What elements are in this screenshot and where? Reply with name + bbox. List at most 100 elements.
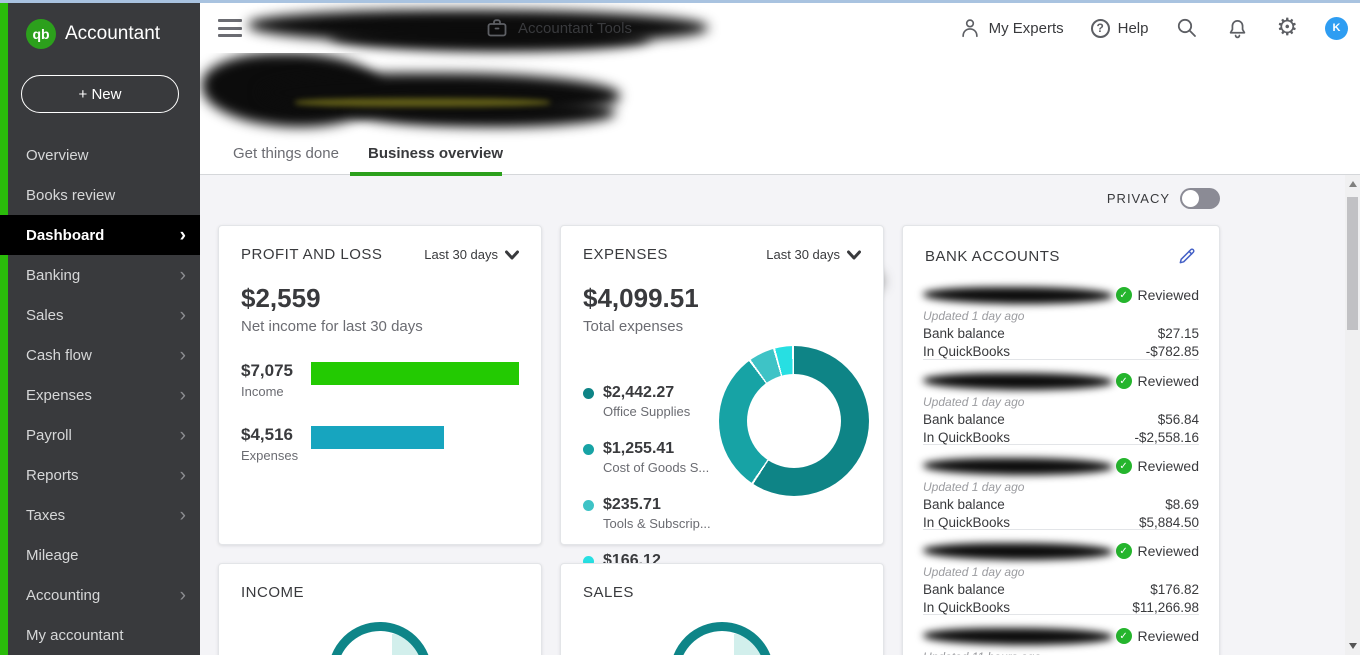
person-icon — [961, 19, 978, 38]
pnl-bar[interactable] — [311, 426, 444, 449]
pnl-period-dropdown[interactable]: Last 30 days — [424, 247, 519, 262]
expenses-card: EXPENSES Last 30 days $4,099.51 Total ex… — [560, 225, 884, 569]
check-icon: ✓ — [1115, 373, 1132, 389]
user-avatar[interactable]: K — [1325, 16, 1348, 40]
sidebar-item-overview[interactable]: Overview › — [0, 135, 200, 175]
scroll-down-arrow-icon[interactable] — [1348, 643, 1357, 649]
in-quickbooks-value: -$782.85 — [1145, 344, 1199, 359]
chevron-right-icon: › — [179, 224, 186, 246]
bank-accounts-title: BANK ACCOUNTS — [925, 247, 1060, 265]
legend-dot-icon — [583, 500, 594, 511]
sales-card-title: SALES — [583, 584, 634, 601]
sidebar-item-label: Dashboard — [26, 226, 105, 244]
in-quickbooks-label: In QuickBooks — [923, 515, 1011, 530]
donut-hole — [747, 374, 841, 468]
sales-card: SALES — [560, 563, 884, 655]
sidebar-item-label: My accountant — [26, 626, 124, 644]
pnl-bar-label: Expenses — [241, 448, 299, 463]
reviewed-badge: ✓ Reviewed — [1115, 458, 1199, 474]
accountant-tools-button[interactable]: Accountant Tools — [485, 3, 632, 53]
check-icon: ✓ — [1115, 543, 1132, 559]
briefcase-icon — [487, 19, 507, 37]
bank-account-row[interactable]: ✓ Reviewed Updated 1 day ago Bank balanc… — [923, 359, 1199, 445]
sidebar-nav: Overview › Books review › Dashboard › Ba… — [0, 135, 200, 655]
account-updated-text: Updated 11 hours ago — [923, 650, 1199, 655]
sidebar-item-taxes[interactable]: Taxes › — [0, 495, 200, 535]
sidebar-item-cash-flow[interactable]: Cash flow › — [0, 335, 200, 375]
help-button[interactable]: ? Help — [1090, 18, 1148, 38]
check-icon: ✓ — [1115, 287, 1132, 303]
account-updated-text: Updated 1 day ago — [923, 395, 1025, 409]
expenses-donut-chart[interactable] — [719, 346, 869, 496]
pnl-bars: $7,075 Income $4,516 Expenses — [219, 335, 541, 463]
chevron-right-icon: › — [179, 384, 186, 406]
search-icon[interactable] — [1175, 16, 1199, 40]
bank-account-row[interactable]: ✓ Reviewed Updated 1 day ago Bank balanc… — [923, 444, 1199, 530]
privacy-label: PRIVACY — [1106, 191, 1170, 206]
sidebar-item-payroll[interactable]: Payroll › — [0, 415, 200, 455]
legend-value: $1,255.41 — [603, 440, 675, 457]
redacted-account-name — [923, 457, 1113, 475]
reviewed-label: Reviewed — [1137, 543, 1199, 559]
topbar: Accountant Tools My Experts ? Help ⚙ K — [200, 3, 1360, 53]
sidebar-item-label: Expenses — [26, 386, 92, 404]
app-logo[interactable]: qb Accountant — [0, 3, 200, 49]
chevron-right-icon: › — [179, 504, 186, 526]
bank-balance-label: Bank balance — [923, 412, 1005, 427]
brand-name: Accountant — [65, 23, 161, 44]
edit-pencil-icon[interactable] — [1177, 246, 1197, 266]
total-expenses-label: Total expenses — [583, 318, 684, 335]
reviewed-badge: ✓ Reviewed — [1115, 287, 1199, 303]
help-icon: ? — [1090, 18, 1110, 38]
tab-get-things-done[interactable]: Get things done — [233, 145, 339, 162]
bank-account-row[interactable]: ✓ Reviewed Updated 1 day ago Bank balanc… — [923, 529, 1199, 615]
reviewed-label: Reviewed — [1137, 287, 1199, 303]
expenses-card-title: EXPENSES — [583, 246, 668, 263]
sidebar-item-my-accountant[interactable]: My accountant › — [0, 615, 200, 655]
pnl-bar[interactable] — [311, 362, 519, 385]
sidebar-item-books-review[interactable]: Books review › — [0, 175, 200, 215]
new-button[interactable]: + New — [21, 75, 179, 113]
in-quickbooks-value: $5,884.50 — [1138, 515, 1199, 530]
my-experts-button[interactable]: My Experts — [959, 17, 1064, 39]
sidebar-item-label: Sales — [26, 306, 64, 324]
legend-value: $235.71 — [603, 496, 661, 513]
reviewed-label: Reviewed — [1137, 458, 1199, 474]
bank-balance-label: Bank balance — [923, 497, 1005, 512]
hamburger-menu-icon[interactable] — [218, 19, 242, 37]
sidebar-item-label: Taxes — [26, 506, 66, 524]
bank-balance-value: $8.69 — [1165, 497, 1199, 512]
gear-icon[interactable]: ⚙ — [1276, 14, 1298, 41]
sidebar-item-accounting[interactable]: Accounting › — [0, 575, 200, 615]
expense-legend-item: $1,255.41 Cost of Goods S... — [583, 440, 733, 475]
expenses-period-dropdown[interactable]: Last 30 days — [766, 247, 861, 262]
chevron-down-icon — [505, 250, 519, 259]
scrollbar-thumb[interactable] — [1347, 197, 1358, 330]
total-expenses-value: $4,099.51 — [583, 283, 699, 313]
income-card-title: INCOME — [241, 584, 304, 601]
bell-icon[interactable] — [1226, 17, 1249, 40]
tab-business-overview[interactable]: Business overview — [368, 145, 504, 162]
bank-account-row[interactable]: ✓ Reviewed Updated 1 day ago Bank balanc… — [923, 274, 1199, 359]
vertical-scrollbar[interactable] — [1345, 175, 1360, 655]
expense-legend-item: $2,442.27 Office Supplies — [583, 384, 733, 419]
sidebar-item-reports[interactable]: Reports › — [0, 455, 200, 495]
bank-account-row[interactable]: ✓ Reviewed Updated 11 hours ago Bank bal… — [923, 614, 1199, 655]
bank-account-list: ✓ Reviewed Updated 1 day ago Bank balanc… — [903, 266, 1219, 655]
sidebar-item-expenses[interactable]: Expenses › — [0, 375, 200, 415]
sidebar-item-sales[interactable]: Sales › — [0, 295, 200, 335]
donut-ring — [328, 622, 432, 655]
legend-label: Cost of Goods S... — [603, 460, 710, 475]
sidebar-item-dashboard[interactable]: Dashboard › — [0, 215, 200, 255]
sidebar-item-banking[interactable]: Banking › — [0, 255, 200, 295]
account-updated-text: Updated 1 day ago — [923, 480, 1025, 494]
redaction-smudge — [295, 98, 550, 107]
sidebar-item-label: Payroll — [26, 426, 72, 444]
privacy-toggle[interactable] — [1180, 188, 1220, 209]
scroll-up-arrow-icon[interactable] — [1348, 181, 1357, 187]
profit-and-loss-card: PROFIT AND LOSS Last 30 days $2,559 Net … — [218, 225, 542, 545]
sidebar-item-mileage[interactable]: Mileage › — [0, 535, 200, 575]
account-updated-text: Updated 1 day ago — [923, 309, 1025, 323]
qb-logo-icon: qb — [26, 19, 56, 49]
income-donut-chart — [328, 622, 432, 655]
